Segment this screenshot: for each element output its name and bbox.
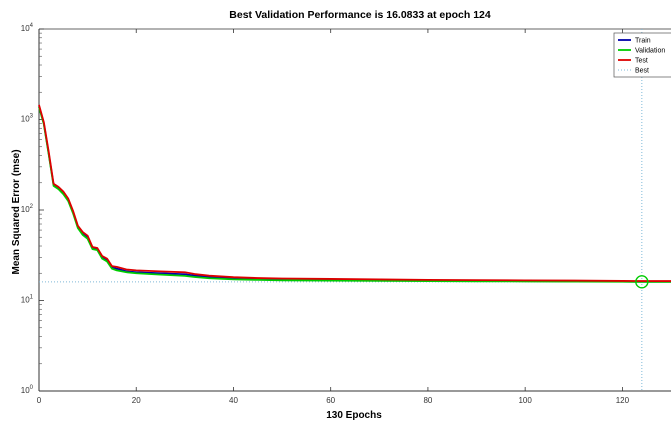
x-tick-label: 60: [326, 396, 335, 405]
y-tick-label: 100: [21, 385, 34, 395]
legend-label-train: Train: [635, 38, 651, 45]
x-tick-label: 40: [229, 396, 238, 405]
y-tick-label: 104: [21, 23, 34, 33]
x-tick-label: 80: [423, 396, 432, 405]
legend-label-test: Test: [635, 58, 648, 65]
y-tick-label: 101: [21, 295, 34, 305]
x-tick-label: 0: [37, 396, 42, 405]
legend-label-best: Best: [635, 68, 649, 75]
y-tick-label: 103: [21, 114, 34, 124]
best-point-marker: [635, 275, 649, 289]
x-axis-label: 130 Epochs: [326, 410, 382, 421]
x-tick-label: 20: [132, 396, 141, 405]
x-tick-label: 100: [518, 396, 532, 405]
legend-label-validation: Validation: [635, 48, 665, 55]
series-line-train: [38, 106, 671, 283]
series-line-test: [38, 104, 671, 282]
chart-title: Best Validation Performance is 16.0833 a…: [229, 9, 491, 21]
y-tick-label: 102: [21, 204, 34, 214]
series-layer: [38, 29, 671, 391]
x-tick-label: 120: [616, 396, 630, 405]
legend: Train Validation Test Best: [613, 32, 671, 78]
y-axis-label: Mean Squared Error (mse): [11, 149, 22, 274]
ticks-layer: 0 20 40 60 80 100 120 100 101 102 103 104: [21, 23, 671, 405]
series-line-validation: [38, 106, 671, 283]
